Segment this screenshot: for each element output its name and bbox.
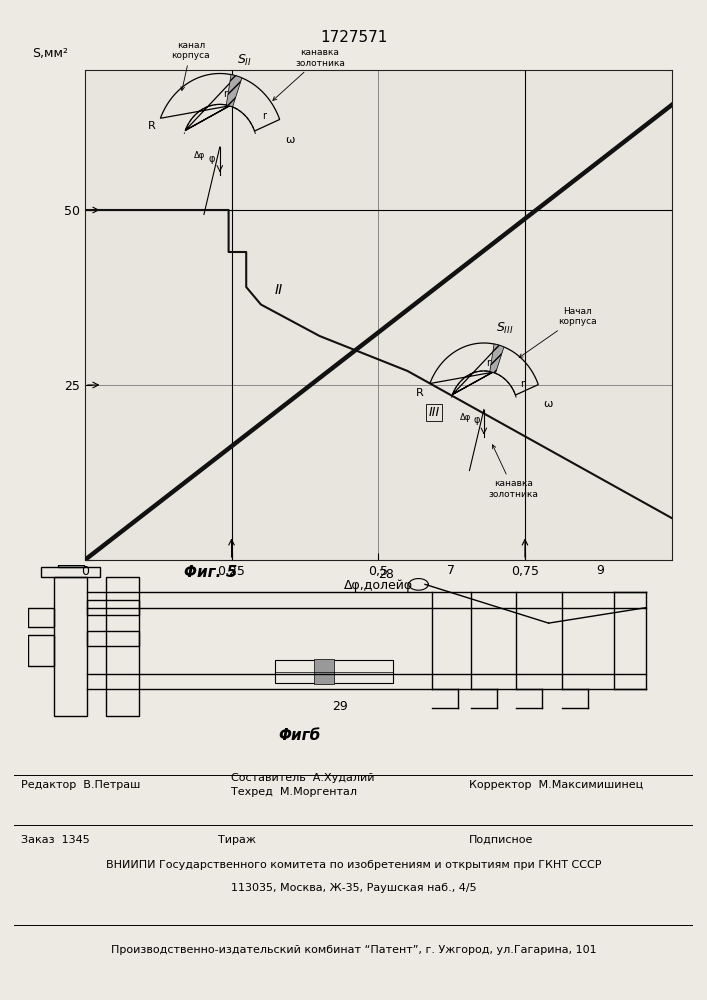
Text: Составитель  А.Худалий: Составитель А.Худалий — [231, 773, 375, 783]
Text: r: r — [486, 358, 491, 368]
Text: ВНИИПИ Государственного комитета по изобретениям и открытиям при ГКНТ СССР: ВНИИПИ Государственного комитета по изоб… — [106, 860, 601, 870]
Bar — [106, 577, 139, 716]
Text: φ: φ — [209, 154, 216, 164]
Bar — [57, 565, 83, 567]
Text: Тираж: Тираж — [218, 835, 256, 845]
Bar — [54, 577, 87, 716]
Text: II: II — [274, 284, 283, 298]
Text: Подписное: Подписное — [469, 835, 533, 845]
Text: 113035, Москва, Ж-35, Раушская наб., 4/5: 113035, Москва, Ж-35, Раушская наб., 4/5 — [230, 883, 477, 893]
Text: φ: φ — [474, 415, 480, 425]
Bar — [28, 635, 54, 666]
Text: Φиг. 5: Φиг. 5 — [184, 565, 237, 580]
Text: канавка
золотника: канавка золотника — [273, 48, 345, 100]
Text: канавка
золотника: канавка золотника — [489, 445, 538, 499]
Bar — [315, 659, 334, 684]
Text: Производственно-издательский комбинат “Патент”, г. Ужгород, ул.Гагарина, 101: Производственно-издательский комбинат “П… — [111, 945, 596, 955]
Text: 28: 28 — [378, 568, 394, 581]
Text: Φигб: Φигб — [278, 728, 320, 742]
Text: $S_{II}$: $S_{II}$ — [237, 53, 252, 68]
Text: R: R — [148, 121, 156, 131]
Bar — [41, 567, 100, 577]
Text: Редактор  В.Петраш: Редактор В.Петраш — [21, 780, 140, 790]
Text: 9: 9 — [597, 564, 604, 577]
Text: Техред  М.Моргентал: Техред М.Моргентал — [231, 787, 357, 797]
Text: Корректор  М.Максимишинец: Корректор М.Максимишинец — [469, 780, 643, 790]
Bar — [87, 631, 139, 646]
Text: R: R — [416, 388, 423, 398]
Polygon shape — [226, 75, 242, 107]
Text: S,мм²: S,мм² — [32, 47, 68, 60]
Text: Δφ: Δφ — [194, 151, 205, 160]
Text: ω: ω — [285, 135, 294, 145]
Text: r: r — [520, 379, 524, 389]
Bar — [87, 600, 139, 615]
Text: III: III — [428, 406, 440, 419]
Bar — [276, 660, 392, 683]
Text: ω: ω — [544, 399, 553, 409]
Text: r: r — [223, 89, 227, 99]
Text: r: r — [262, 111, 266, 121]
Text: 29: 29 — [332, 700, 349, 713]
Bar — [28, 608, 54, 627]
Polygon shape — [490, 344, 504, 373]
Text: канал
корпуса: канал корпуса — [171, 41, 210, 90]
Text: Заказ  1345: Заказ 1345 — [21, 835, 90, 845]
Text: Δφ: Δφ — [460, 413, 471, 422]
Text: $S_{III}$: $S_{III}$ — [496, 321, 513, 336]
Text: 1727571: 1727571 — [320, 29, 387, 44]
X-axis label: Δφ,долейφ: Δφ,долейφ — [344, 579, 413, 592]
Text: Начал
корпуса: Начал корпуса — [519, 307, 597, 358]
Text: 7: 7 — [447, 564, 455, 577]
